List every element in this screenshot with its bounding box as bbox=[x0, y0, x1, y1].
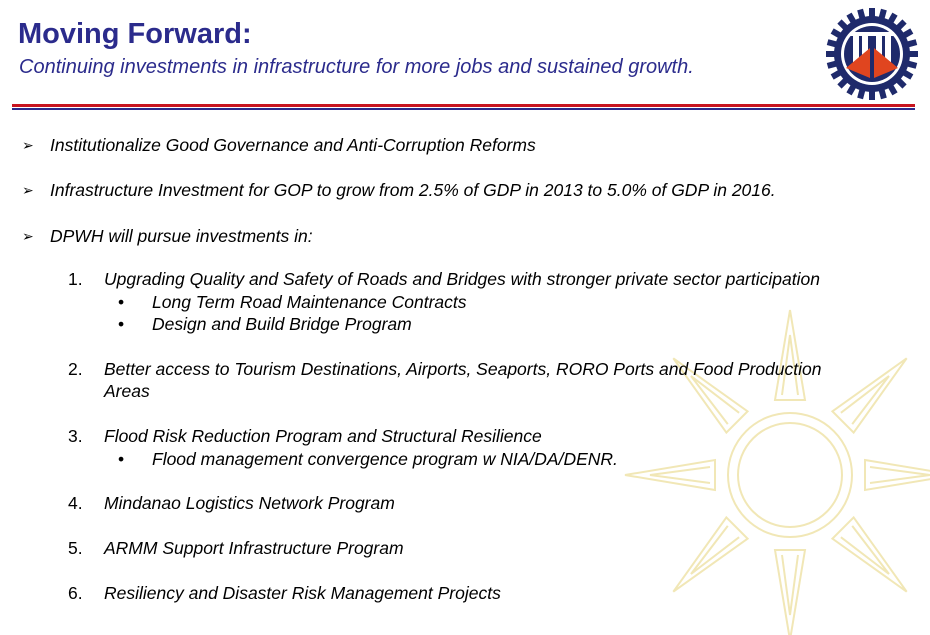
arrow-bullet-icon: ➢ bbox=[22, 182, 34, 198]
arrow-bullet-icon: ➢ bbox=[22, 137, 34, 153]
page-subtitle: Continuing investments in infrastructure… bbox=[19, 56, 694, 78]
dpwh-gear-logo-icon bbox=[826, 8, 918, 100]
sun-watermark-icon bbox=[624, 309, 930, 635]
page-title: Moving Forward: bbox=[18, 18, 252, 50]
header-rule-blue bbox=[12, 108, 915, 110]
header-rule-red bbox=[12, 104, 915, 107]
arrow-bullet-icon: ➢ bbox=[22, 228, 34, 244]
